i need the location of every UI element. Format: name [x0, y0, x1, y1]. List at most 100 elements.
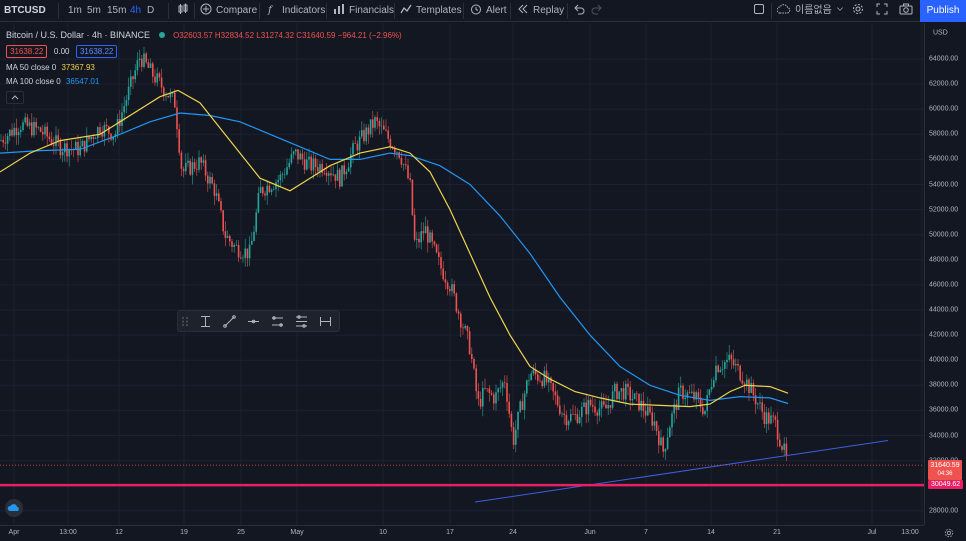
- time-axis[interactable]: Apr 13:00 12 19 25 May 10 17 24 Jun 7 14 21 Jul 13:00: [0, 525, 924, 541]
- candle: [321, 159, 323, 177]
- indicators-button[interactable]: f Indicators: [266, 0, 325, 22]
- time-label: 24: [509, 529, 517, 536]
- candle: [609, 405, 612, 414]
- candle: [332, 165, 334, 177]
- interval-4h[interactable]: 4h: [130, 5, 142, 16]
- trend-line-icon[interactable]: [223, 315, 236, 328]
- candle: [303, 151, 306, 174]
- symbol-search[interactable]: BTCUSD: [4, 5, 46, 16]
- undo-button[interactable]: [573, 0, 589, 22]
- financials-button[interactable]: Financials: [333, 0, 394, 22]
- alert-button[interactable]: Alert: [470, 0, 507, 22]
- candle: [46, 122, 48, 145]
- replay-button[interactable]: Replay: [517, 0, 564, 22]
- candle: [4, 133, 7, 150]
- buy-price[interactable]: 31638.22: [75, 45, 118, 58]
- candle: [724, 360, 726, 379]
- parallel-channel-icon[interactable]: [271, 315, 284, 328]
- candle: [308, 148, 310, 169]
- date-range-icon[interactable]: [319, 315, 332, 328]
- snapshot-button[interactable]: [899, 0, 917, 22]
- templates-icon: [400, 4, 412, 14]
- plus-circle-icon: [200, 3, 212, 15]
- candle: [292, 150, 295, 159]
- fib-levels-icon[interactable]: [295, 315, 308, 328]
- candle: [90, 136, 92, 143]
- candle: [156, 67, 158, 87]
- candle: [343, 159, 345, 181]
- candle: [152, 61, 154, 84]
- candle: [550, 376, 552, 391]
- ma100-legend[interactable]: MA 100 close 0 36547.01: [6, 75, 402, 89]
- save-layout-button[interactable]: 이름없음: [777, 0, 832, 22]
- compare-button[interactable]: Compare: [200, 0, 257, 22]
- candle: [211, 173, 213, 185]
- ma100-label: MA 100 close 0: [6, 77, 61, 86]
- candle: [482, 381, 484, 417]
- chart-type-button[interactable]: [177, 0, 193, 22]
- interval-15m[interactable]: 15m: [107, 5, 127, 16]
- candle: [699, 389, 702, 413]
- candle: [627, 378, 629, 396]
- symbol-title[interactable]: Bitcoin / U.S. Dollar · 4h · BINANCE: [6, 30, 151, 40]
- candle: [409, 172, 411, 183]
- undo-icon: [574, 4, 585, 15]
- interval-1m[interactable]: 1m: [68, 5, 82, 16]
- chevron-up-icon: [11, 95, 19, 100]
- candle: [631, 389, 634, 407]
- candle: [521, 393, 524, 411]
- layout-menu-button[interactable]: [836, 0, 848, 22]
- candle: [103, 121, 106, 146]
- candle: [213, 179, 216, 206]
- fullscreen-button[interactable]: [876, 0, 892, 22]
- price-label: 48000.00: [929, 256, 959, 264]
- candle: [534, 362, 537, 380]
- templates-button[interactable]: Templates: [400, 0, 462, 22]
- brand-logo[interactable]: [5, 499, 23, 517]
- price-axis[interactable]: USD 64000.00 62000.00 60000.00 58000.00 5600…: [924, 23, 966, 525]
- ma50-legend[interactable]: MA 50 close 0 37367.93: [6, 61, 402, 75]
- axis-settings-icon[interactable]: [944, 528, 954, 538]
- compare-label: Compare: [216, 5, 258, 16]
- candle: [427, 219, 429, 253]
- trend-line[interactable]: [474, 440, 889, 503]
- currency-label: USD: [933, 29, 948, 37]
- drag-handle-icon[interactable]: [181, 315, 189, 328]
- toolbar-divider: [567, 3, 568, 19]
- publish-button[interactable]: Publish: [920, 0, 966, 22]
- candle: [446, 280, 449, 296]
- time-label: 17: [446, 529, 454, 536]
- candle: [754, 388, 757, 414]
- chevron-down-icon: [837, 7, 843, 11]
- candle: [435, 243, 438, 254]
- candle: [732, 349, 735, 369]
- collapse-legend-button[interactable]: [6, 91, 24, 104]
- settings-button[interactable]: [852, 0, 868, 22]
- interval-5m[interactable]: 5m: [87, 5, 101, 16]
- candle: [510, 411, 513, 432]
- horizontal-ray-icon[interactable]: [247, 315, 260, 328]
- redo-button[interactable]: [591, 0, 607, 22]
- layout-button[interactable]: [753, 0, 769, 22]
- alarm-clock-icon: [471, 4, 481, 15]
- interval-d[interactable]: D: [147, 5, 155, 16]
- candle: [614, 381, 616, 401]
- candle: [570, 408, 572, 423]
- candle: [405, 154, 407, 170]
- candle: [688, 385, 691, 394]
- price-label: 64000.00: [929, 55, 959, 63]
- candle: [330, 166, 332, 182]
- sell-price[interactable]: 31638.22: [6, 45, 48, 58]
- candle: [284, 168, 286, 179]
- candle: [647, 396, 649, 417]
- ma50-value: 37367.93: [61, 63, 95, 72]
- price-range-icon[interactable]: [199, 315, 212, 328]
- price-chart[interactable]: [0, 23, 924, 525]
- candle: [715, 355, 717, 384]
- candle: [559, 396, 561, 417]
- candle: [719, 366, 722, 373]
- top-toolbar: BTCUSD 1m 5m 15m 4h D Compare f Indicator…: [0, 0, 966, 22]
- toolbar-divider: [168, 3, 169, 19]
- candle: [169, 88, 172, 103]
- candle: [376, 111, 378, 130]
